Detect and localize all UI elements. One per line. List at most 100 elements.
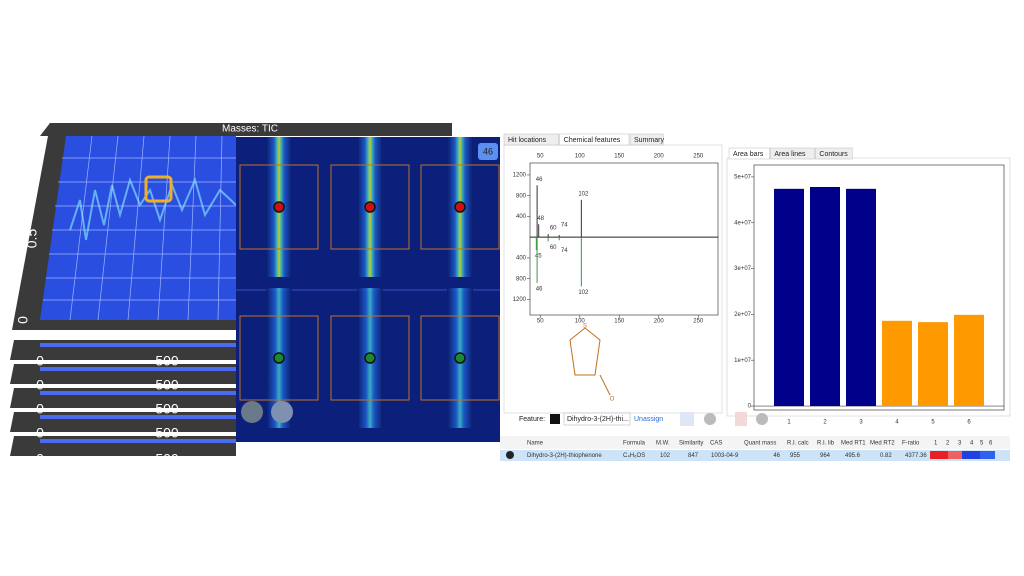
column-header[interactable]: R.I. lib <box>817 441 835 447</box>
tab[interactable] <box>629 133 664 146</box>
chromatogram-stack: Masses: TIC 0 500 1000 1500 0 500 0 500 0 500 0 500… <box>10 123 452 467</box>
tab-label: Contours <box>819 151 848 158</box>
settings-button[interactable] <box>271 401 293 423</box>
column-header[interactable]: 4 <box>970 441 974 447</box>
tab[interactable] <box>728 147 770 160</box>
x-tick-label: 0 <box>36 353 44 369</box>
feature-value: Dihydro-3-(2H)-thi... <box>567 416 629 423</box>
table-cell: Dihydro-3-(2H)-thiophenone <box>527 453 602 459</box>
heat-cell <box>962 451 980 459</box>
x-tick-label: 150 <box>614 319 625 325</box>
y-tick-label: 3e+07 <box>734 266 752 272</box>
bars-plot <box>753 164 1005 411</box>
column-header[interactable]: Med RT1 <box>841 441 866 447</box>
x-tick-label: 0 <box>36 451 44 467</box>
column-header[interactable]: CAS <box>710 441 722 447</box>
tab[interactable] <box>815 147 853 160</box>
bar <box>774 188 804 407</box>
y-tick-label: 800 <box>516 276 527 282</box>
bar <box>846 188 876 407</box>
badge-text: 46 <box>483 146 493 156</box>
layer-plot <box>40 415 236 419</box>
tile-peak <box>273 352 285 364</box>
table-cell: 847 <box>688 453 699 459</box>
atom-label: S <box>583 324 587 330</box>
feature-select[interactable] <box>563 412 631 426</box>
y-tick-label: 1.0 <box>21 147 37 167</box>
column-header[interactable]: 2 <box>946 441 950 447</box>
tic-trace <box>69 176 237 241</box>
column-header[interactable]: Quant mass <box>744 441 776 447</box>
tile-frame <box>330 315 410 401</box>
column-header[interactable]: Formula <box>623 441 646 447</box>
grid <box>43 135 236 321</box>
table-cell: 955 <box>790 453 801 459</box>
x-tick-label: 500 <box>155 353 179 369</box>
column-header[interactable]: Med RT2 <box>870 441 895 447</box>
x-tick-label: 200 <box>654 154 665 160</box>
layer-plot <box>40 391 236 395</box>
badge[interactable] <box>478 143 498 160</box>
y-tick-label: 400 <box>516 256 527 262</box>
y-tick-label: 0.5 <box>24 229 40 249</box>
peak-label: 74 <box>561 248 568 254</box>
bar <box>918 322 948 407</box>
table-row[interactable] <box>500 450 1010 461</box>
x-tick-label: 50 <box>537 319 544 325</box>
y-tick-label: 1e+07 <box>734 358 752 364</box>
heat-cell <box>948 451 962 459</box>
y-tick-label: 1200 <box>513 297 527 303</box>
table-cell: 495.6 <box>845 453 861 459</box>
spectrum-pane <box>503 144 723 414</box>
y-tick-label: 5e+07 <box>734 174 752 180</box>
map-button[interactable] <box>241 401 263 423</box>
unassign-link[interactable]: Unassign <box>634 416 663 423</box>
x-tick-label: 2 <box>823 420 827 426</box>
tab[interactable] <box>503 133 560 146</box>
tab-label: Hit locations <box>508 137 547 144</box>
column-header[interactable]: 6 <box>989 441 993 447</box>
export-button[interactable] <box>680 412 694 426</box>
tab-label: Summary <box>634 137 664 144</box>
y-tick-label: 2e+07 <box>734 312 752 318</box>
panel-header <box>40 123 452 136</box>
x-tick-label: 250 <box>693 154 704 160</box>
bar <box>954 314 984 407</box>
structure-drawing <box>569 327 611 396</box>
tile-frame <box>239 315 319 401</box>
tab[interactable] <box>770 147 815 160</box>
peak-label: 102 <box>578 191 589 197</box>
column-header[interactable]: M.W. <box>656 441 670 447</box>
x-tick-label: 500 <box>155 425 179 441</box>
feature-swatch <box>550 414 560 424</box>
heat-cell <box>980 451 995 459</box>
column-header[interactable]: R.I. calc <box>787 441 809 447</box>
x-tick-label: 150 <box>614 154 625 160</box>
tile-peak <box>364 352 376 364</box>
atom-label: O <box>610 397 615 403</box>
x-tick-label: 100 <box>575 154 586 160</box>
layer-plot <box>40 439 236 443</box>
settings-button[interactable] <box>756 413 768 425</box>
column-header[interactable]: 1 <box>934 441 938 447</box>
y-tick-label: 0 <box>15 316 31 324</box>
y-tick-label: 4e+07 <box>734 220 752 226</box>
export-button[interactable] <box>735 412 747 426</box>
column-header[interactable]: 3 <box>958 441 962 447</box>
tab[interactable] <box>559 133 630 146</box>
table-cell: 102 <box>660 453 671 459</box>
table-cell: 964 <box>820 453 831 459</box>
x-tick-label: 0 <box>36 377 44 393</box>
tile-peak <box>454 201 466 213</box>
peak-label: 45 <box>535 254 542 260</box>
x-tick-label: 4 <box>895 420 899 426</box>
panel-title: Masses: TIC <box>222 124 278 135</box>
column-header[interactable]: F-ratio <box>902 441 920 447</box>
settings-button[interactable] <box>704 413 716 425</box>
column-header[interactable]: 5 <box>980 441 984 447</box>
x-tick-label: 1000 <box>278 451 309 467</box>
column-header[interactable]: Similarity <box>679 441 703 447</box>
column-header[interactable]: Name <box>527 441 544 447</box>
tile-frame <box>420 315 500 401</box>
